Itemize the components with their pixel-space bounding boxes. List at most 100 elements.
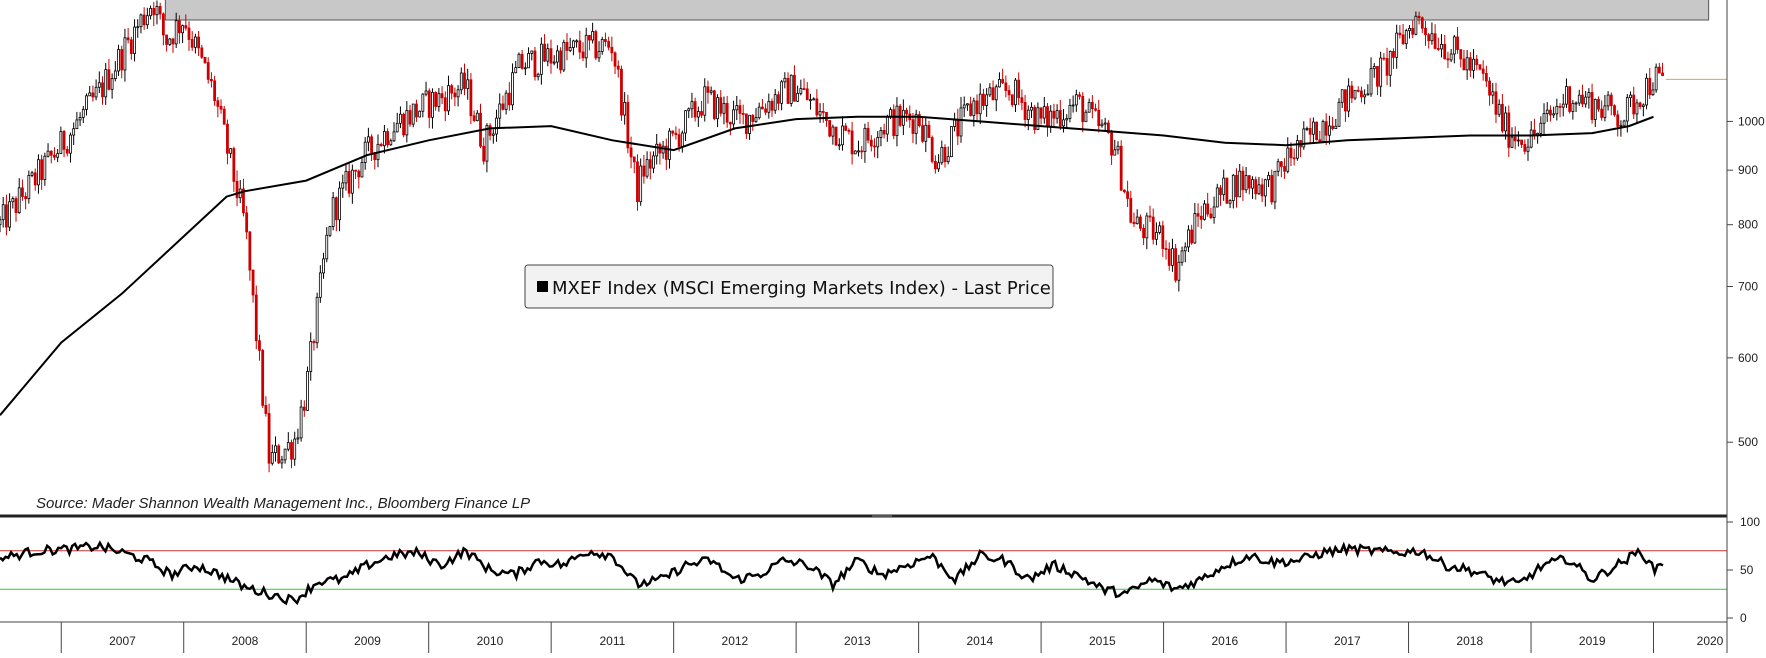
candle-body [703,86,707,116]
candle-body [210,78,213,82]
candle-body [184,25,188,29]
candle-body [1593,99,1597,120]
candle-body [145,15,149,26]
candle-body [1517,139,1520,142]
candle-body [1484,73,1488,82]
candle-body [463,72,466,89]
candle-body [1520,139,1524,145]
candle-body [434,91,438,107]
candle-body [946,156,950,163]
year-label: 2007 [109,634,136,648]
candle-body [732,109,735,125]
candle-body [950,126,953,158]
candle-body [1376,66,1379,87]
candle-body [1629,94,1632,99]
candle-body [1106,122,1110,134]
candle-body [751,114,755,122]
candle-body [411,103,415,125]
candle-body [959,107,963,137]
candle-body [120,49,124,71]
candle-body [1321,121,1325,142]
candle-body [1388,51,1392,76]
candle-body [511,72,514,106]
candle-body [629,147,633,158]
candle-body [1142,227,1146,239]
candle-body [309,341,313,372]
candle-body [1552,113,1556,116]
candle-body [588,34,591,41]
candle-body [1206,203,1210,215]
candle-body [761,106,764,110]
candle-body [366,136,370,143]
candle-body [520,53,524,69]
candle-body [552,61,556,64]
candle-body [1020,97,1024,103]
candle-body [767,100,771,113]
candle-body [450,85,454,94]
candle-body [639,165,643,203]
candle-body [1196,213,1200,217]
candle-body [1235,174,1238,198]
year-label: 2015 [1089,634,1116,648]
candle-body [841,125,844,146]
candle-body [264,404,268,414]
candle-body [539,43,543,75]
candle-body [1049,110,1053,128]
candle-body [1126,191,1129,199]
candle-body [1042,106,1046,119]
candle-body [1462,58,1466,71]
candle-body [427,90,431,118]
candle-body [645,159,649,177]
candle-body [700,111,703,116]
candle-body [1026,109,1030,120]
candle-body [1510,136,1514,148]
candle-body [1145,215,1149,239]
candle-body [1481,68,1485,74]
candle-body [399,113,402,124]
candle-body [1622,120,1626,126]
candle-body [1087,101,1091,113]
candle-body [296,437,300,440]
candle-body [59,131,63,155]
candle-body [847,129,851,132]
candle-body [1055,110,1059,119]
candle-body [97,82,101,88]
candle-body [1078,94,1081,97]
candle-body [869,139,873,147]
candle-body [972,100,976,116]
candle-body [242,188,245,214]
candle-body [632,156,636,163]
candle-body [117,49,120,72]
candle-body [1420,17,1424,29]
candle-body [796,93,800,102]
candle-body [966,103,969,106]
candle-body [155,6,159,16]
candle-body [1568,86,1572,112]
candle-body [1433,33,1437,49]
candle-body [1529,129,1533,148]
candle-body [482,145,486,162]
candle-body [1334,125,1338,129]
candle-body [1311,121,1315,135]
candle-body [1584,96,1588,105]
candle-body [1283,166,1286,172]
candle-body [1039,107,1043,119]
candle-body [834,126,838,146]
candle-body [69,134,72,154]
candle-body [165,34,168,45]
candle-body [1161,225,1165,249]
candle-body [1203,203,1206,220]
candle-body [456,89,460,98]
candle-body [1606,94,1610,107]
candle-body [386,131,390,146]
candle-body [722,102,726,114]
oscillator-reference-lines [0,550,1727,590]
candle-body [306,371,309,411]
candle-body [927,124,931,138]
candle-body [1100,123,1104,127]
candle-body [501,103,505,110]
candle-body [1609,94,1613,107]
candle-body [648,159,652,169]
candle-body [251,269,255,296]
